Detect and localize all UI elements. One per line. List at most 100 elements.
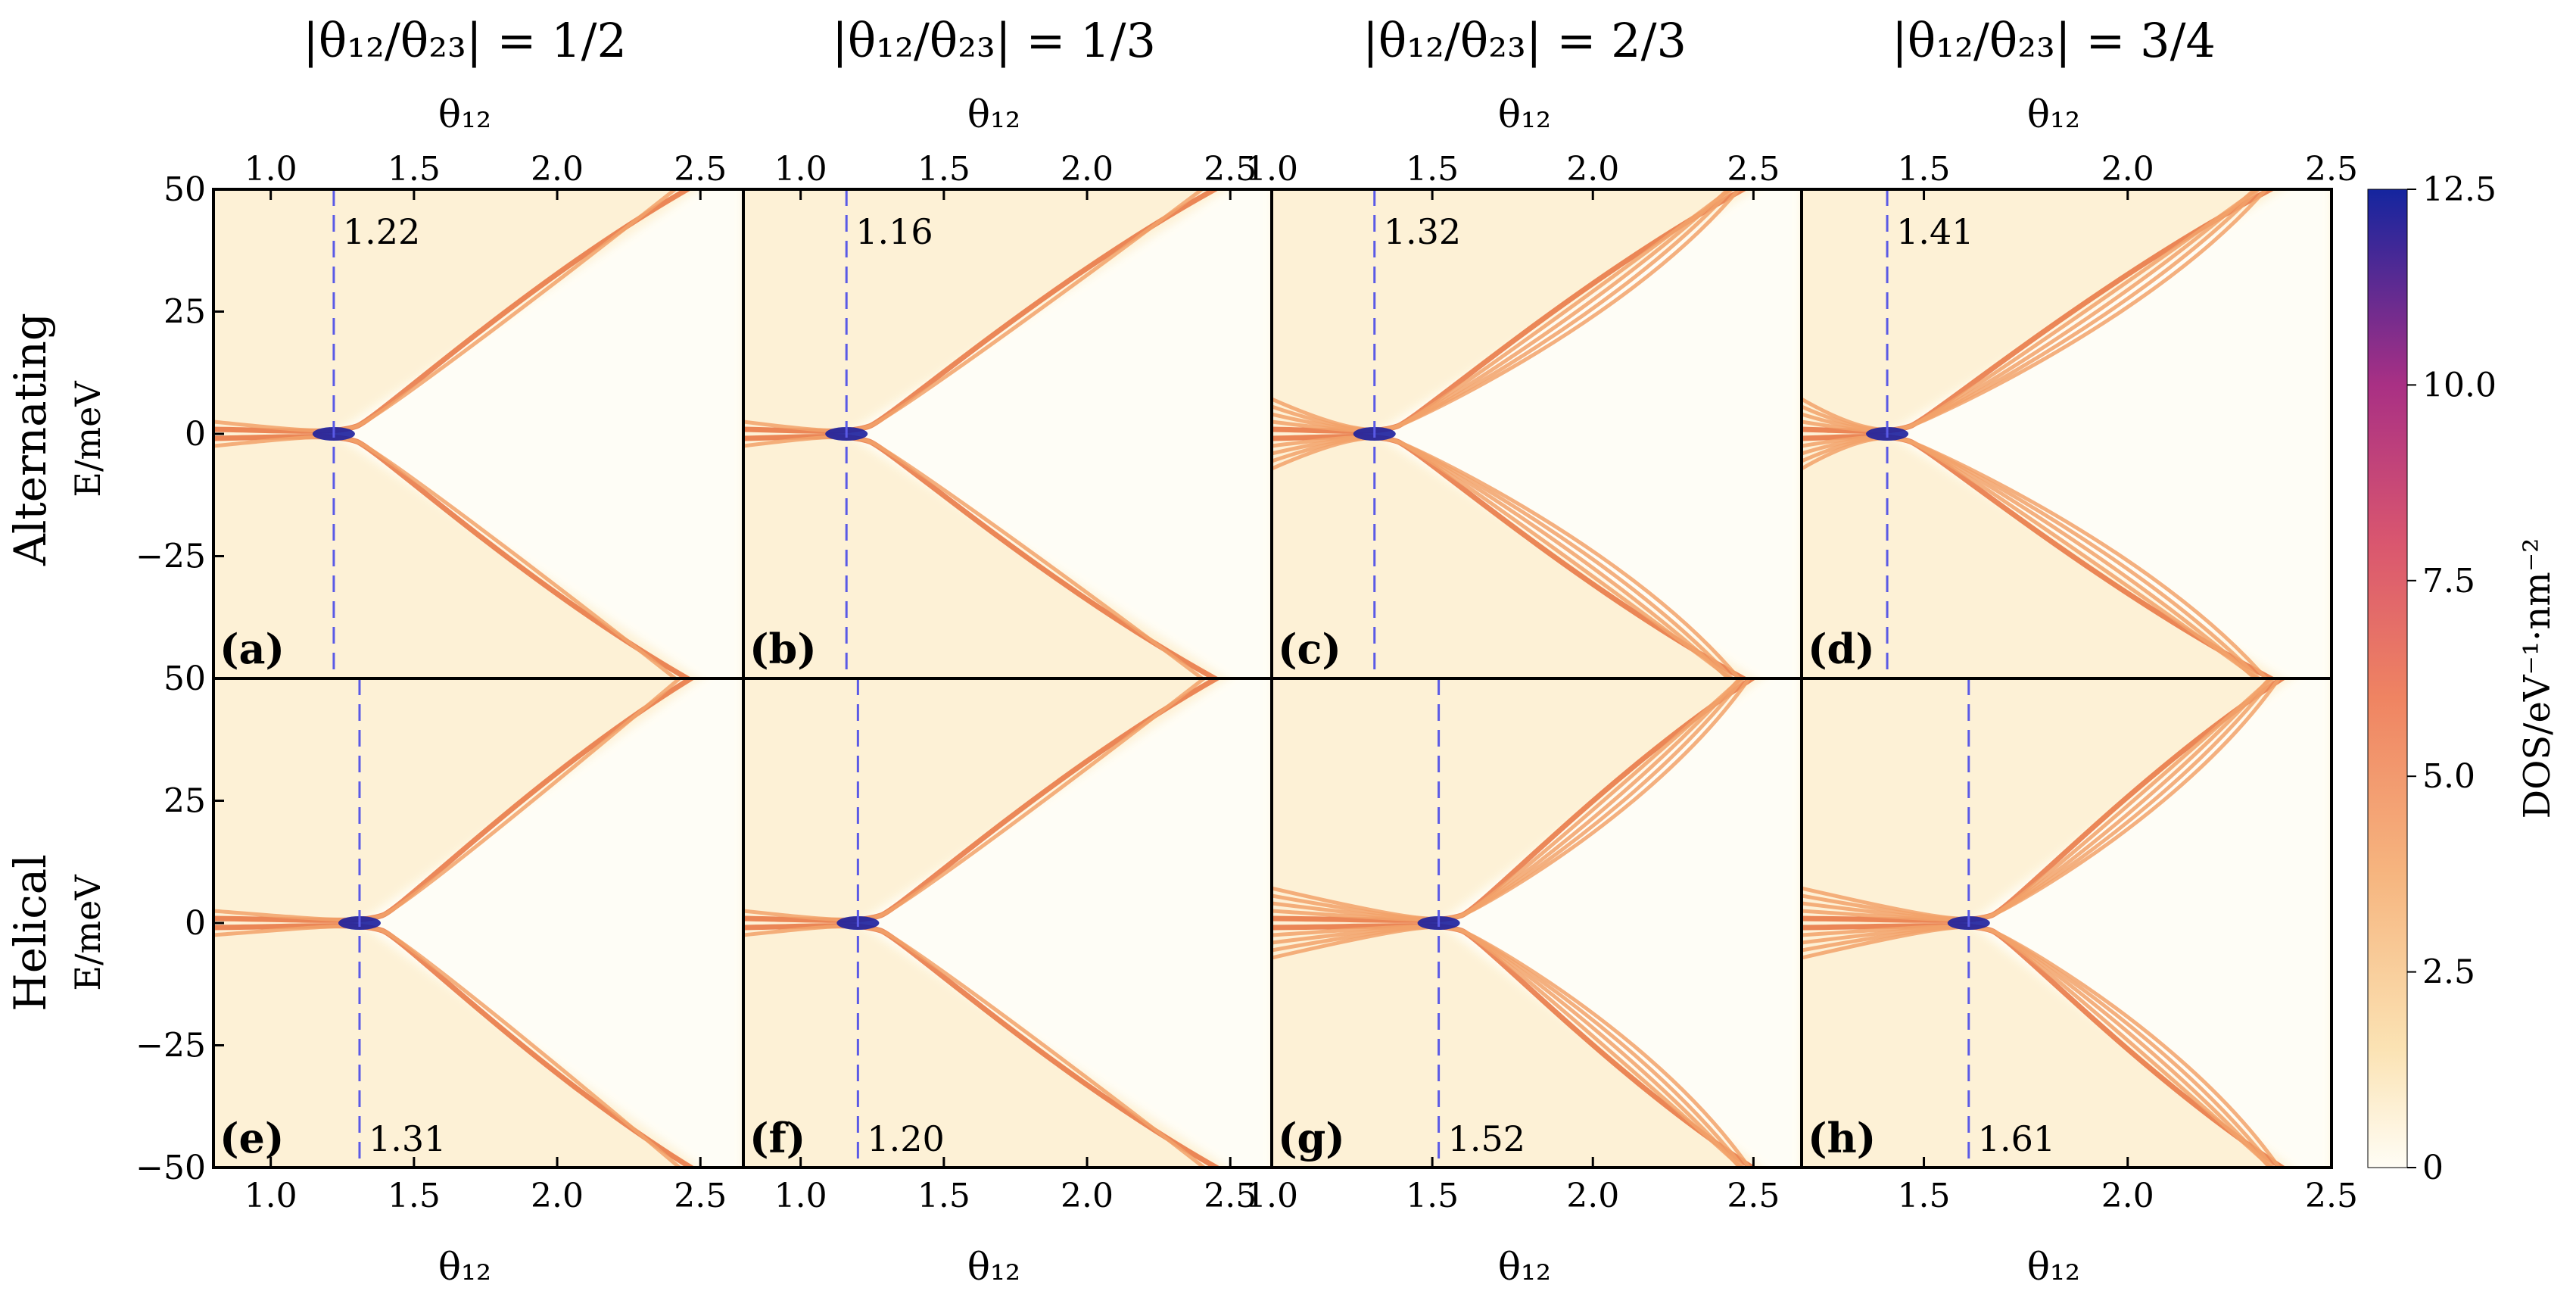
marker-value-label: 1.61 [1978, 1118, 2055, 1159]
x-tick-label: 2.0 [1061, 150, 1114, 189]
marker-value-label: 1.52 [1448, 1118, 1525, 1159]
x-tick-label: 1.5 [917, 150, 970, 189]
marker-value-label: 1.16 [855, 211, 933, 252]
dos-band-upper [213, 678, 683, 922]
colorbar-tick-label: 10.0 [2422, 366, 2497, 404]
x-tick-label: 1.5 [388, 1177, 441, 1215]
panel-frame [1800, 677, 2333, 1169]
dos-band-upper [743, 189, 1205, 433]
x-axis-label-top-2: θ₁₂ [967, 92, 1020, 136]
x-tick-label: 1.5 [1406, 150, 1459, 189]
panel-letter: (g) [1278, 1114, 1345, 1162]
x-tick-label: 2.5 [674, 150, 727, 189]
y-tick-label: −25 [135, 538, 206, 576]
low-dos-wedge [333, 189, 743, 678]
y-tick-label: 25 [164, 293, 206, 332]
column-title-1: |θ₁₂/θ₂₃| = 1/2 [303, 13, 627, 68]
y-tick-label: 25 [164, 782, 206, 821]
row-title-helical: Helical [5, 854, 56, 1012]
x-axis-label-bottom-2: θ₁₂ [967, 1245, 1020, 1289]
y-tick-label: −50 [135, 1149, 206, 1187]
colorbar-tick-label: 2.5 [2422, 953, 2475, 992]
x-tick-label: 2.5 [1204, 150, 1257, 189]
y-axis-label-bottom: E/meV [67, 875, 108, 991]
panel-a: 1.22 (a) 1.0 1.5 2.0 2.5 [212, 150, 745, 680]
x-tick-label: 2.0 [1061, 1177, 1114, 1215]
x-axis-label-bottom-3: θ₁₂ [1498, 1245, 1551, 1289]
dos-band-upper [743, 678, 1207, 922]
x-axis-label-top-4: θ₁₂ [2027, 92, 2080, 136]
dos-band-upper [1802, 678, 2282, 921]
low-dos-wedge [846, 189, 1273, 678]
x-tick-label: 1.0 [774, 150, 827, 189]
x-tick-label: 1.5 [1406, 1177, 1459, 1215]
x-tick-label: 2.0 [2101, 1177, 2154, 1215]
panel-e: 1.31 (e) 1.0 1.5 2.0 2.5 [212, 677, 745, 1215]
marker-value-label: 1.31 [369, 1118, 446, 1159]
y-axis-label-top: E/meV [67, 381, 108, 497]
column-title-3: |θ₁₂/θ₂₃| = 2/3 [1363, 13, 1687, 68]
x-tick-label: 2.0 [531, 1177, 584, 1215]
x-tick-label: 2.5 [2305, 1177, 2358, 1215]
panel-letter: (a) [220, 625, 285, 673]
x-tick-label: 1.0 [1245, 150, 1298, 189]
panel-g: 1.52 (g) 1.0 1.5 2.0 2.5 [1245, 677, 1803, 1215]
y-tick-label: 0 [185, 904, 206, 943]
dos-band-upper [1272, 678, 1752, 921]
y-tick-label: 50 [164, 170, 206, 209]
x-tick-label: 2.5 [1727, 1177, 1780, 1215]
y-tick-label: 0 [185, 415, 206, 454]
x-tick-label: 2.0 [2101, 150, 2154, 189]
panel-letter: (h) [1808, 1114, 1876, 1162]
panel-d: 1.41 (d) 1.5 2.0 2.5 [1800, 150, 2358, 680]
x-tick-label: 2.0 [531, 150, 584, 189]
dos-band-upper [1802, 189, 2269, 432]
low-dos-wedge [858, 678, 1273, 1168]
colorbar [2367, 189, 2408, 1168]
marker-value-label: 1.20 [867, 1118, 944, 1159]
x-tick-label: 1.5 [388, 150, 441, 189]
y-tick-label: −25 [135, 1027, 206, 1065]
dos-band-upper [213, 189, 678, 433]
column-title-4: |θ₁₂/θ₂₃| = 3/4 [1892, 13, 2216, 68]
panel-letter: (c) [1278, 625, 1341, 673]
dos-band-lower [213, 924, 683, 1168]
dos-band-lower [743, 435, 1205, 678]
panel-b: 1.16 (b) 1.0 1.5 2.0 2.5 [742, 150, 1275, 680]
x-axis-label-top-1: θ₁₂ [438, 92, 491, 136]
dos-band-lower [1272, 925, 1752, 1168]
x-axis-label-bottom-4: θ₁₂ [2027, 1245, 2080, 1289]
low-dos-wedge [1887, 189, 2331, 678]
x-tick-label: 2.5 [1204, 1177, 1257, 1215]
low-dos-wedge [1374, 189, 1802, 678]
panel-letter: (b) [749, 625, 817, 673]
x-tick-label: 1.0 [245, 150, 297, 189]
panel-f: 1.20 (f) 1.0 1.5 2.0 2.5 [742, 677, 1275, 1215]
colorbar-tick-label: 12.5 [2422, 170, 2497, 209]
marker-value-label: 1.41 [1896, 211, 1973, 252]
low-dos-wedge [359, 678, 743, 1168]
x-axis-label-top-3: θ₁₂ [1498, 92, 1551, 136]
x-tick-label: 2.0 [1566, 1177, 1619, 1215]
x-tick-label: 1.5 [1898, 1177, 1951, 1215]
x-tick-label: 2.0 [1566, 150, 1619, 189]
x-tick-label: 2.5 [2305, 150, 2358, 189]
x-axis-label-bottom-1: θ₁₂ [438, 1245, 491, 1289]
colorbar-tick-label: 7.5 [2422, 562, 2475, 600]
panel-letter: (d) [1808, 625, 1875, 673]
colorbar-tick-label: 0 [2422, 1149, 2444, 1187]
x-tick-label: 2.5 [674, 1177, 727, 1215]
low-dos-wedge [1968, 678, 2331, 1168]
marker-value-label: 1.32 [1384, 211, 1461, 252]
x-tick-label: 1.5 [917, 1177, 970, 1215]
x-tick-label: 1.0 [774, 1177, 827, 1215]
panel-letter: (f) [749, 1114, 805, 1162]
y-tick-label: 50 [164, 660, 206, 698]
colorbar-tick-label: 5.0 [2422, 757, 2475, 796]
dos-band-lower [213, 435, 678, 678]
x-tick-label: 1.0 [1245, 1177, 1298, 1215]
panel-c: 1.32 (c) 1.0 1.5 2.0 2.5 [1245, 150, 1803, 680]
column-title-2: |θ₁₂/θ₂₃| = 1/3 [832, 13, 1156, 68]
panel-h: 1.61 (h) 1.5 2.0 2.5 [1800, 677, 2358, 1215]
dos-band-lower [743, 924, 1207, 1168]
